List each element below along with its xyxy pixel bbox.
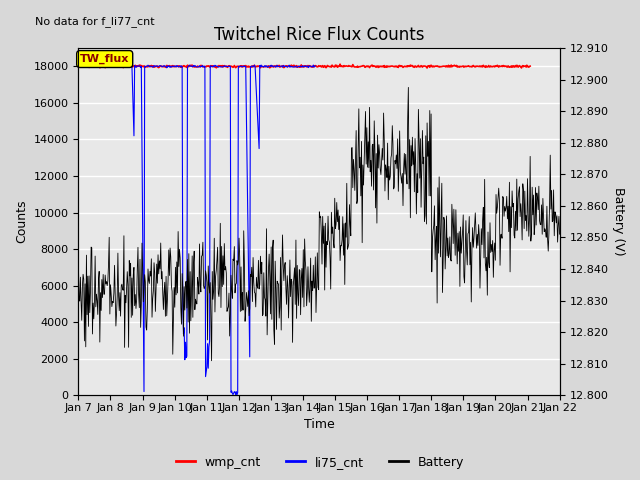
Legend: wmp_cnt, li75_cnt, Battery: wmp_cnt, li75_cnt, Battery bbox=[171, 451, 469, 474]
Text: No data for f_li77_cnt: No data for f_li77_cnt bbox=[35, 16, 155, 27]
X-axis label: Time: Time bbox=[303, 419, 334, 432]
Y-axis label: Counts: Counts bbox=[15, 200, 28, 243]
Y-axis label: Battery (V): Battery (V) bbox=[612, 187, 625, 256]
Text: TW_flux: TW_flux bbox=[80, 54, 129, 64]
Title: Twitchel Rice Flux Counts: Twitchel Rice Flux Counts bbox=[214, 26, 424, 44]
